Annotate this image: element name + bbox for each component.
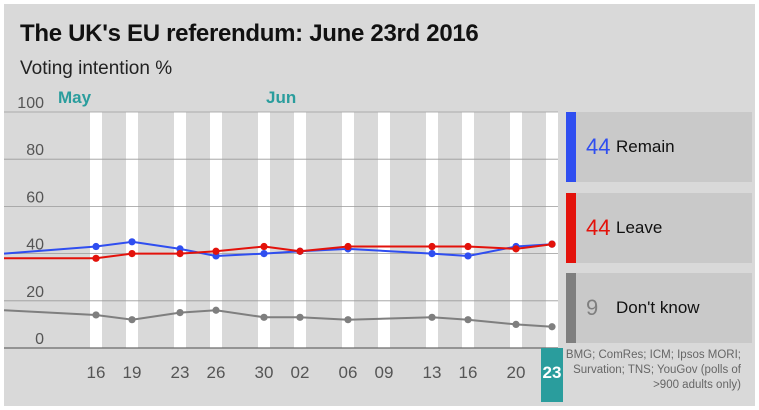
data-point-don-t-know bbox=[260, 313, 268, 321]
x-tick-label: 20 bbox=[507, 363, 526, 382]
data-point-leave bbox=[296, 247, 304, 255]
data-point-leave bbox=[212, 247, 220, 255]
x-tick-highlight bbox=[541, 348, 563, 402]
legend-value-leave: 44 bbox=[586, 215, 611, 240]
source-note: BMG; ComRes; ICM; Ipsos MORI; Survation;… bbox=[565, 349, 741, 391]
week-stripe bbox=[258, 112, 270, 348]
data-point-remain bbox=[260, 250, 268, 258]
data-point-remain bbox=[464, 252, 472, 260]
data-point-don-t-know bbox=[212, 306, 220, 314]
week-stripe bbox=[90, 112, 102, 348]
data-point-leave bbox=[512, 245, 520, 253]
data-point-don-t-know bbox=[128, 316, 136, 324]
data-point-don-t-know bbox=[464, 316, 472, 324]
data-point-don-t-know bbox=[296, 313, 304, 321]
legend-swatch-dont-know bbox=[566, 273, 576, 343]
data-point-leave bbox=[344, 242, 352, 251]
y-tick-label: 40 bbox=[26, 237, 44, 254]
x-tick-label: 09 bbox=[375, 363, 394, 382]
legend-value-dont-know: 9 bbox=[586, 295, 599, 320]
x-tick-label: 06 bbox=[339, 363, 358, 382]
legend-swatch-remain bbox=[566, 112, 576, 182]
chart-subtitle: Voting intention % bbox=[20, 58, 173, 79]
data-point-remain bbox=[128, 238, 136, 246]
plot-area: 0 20 40 60 80 100 16 19 23 26 30 02 06 09 13 16 20 23 bbox=[4, 95, 563, 402]
data-point-remain bbox=[92, 242, 100, 251]
x-tick-label: 26 bbox=[207, 363, 226, 382]
data-point-leave bbox=[428, 242, 436, 251]
data-point-don-t-know bbox=[344, 316, 352, 324]
legend-value-remain: 44 bbox=[586, 134, 611, 159]
month-label-may: May bbox=[58, 88, 92, 107]
series-line-leave bbox=[4, 243, 553, 260]
x-tick-label: 30 bbox=[255, 363, 274, 382]
y-tick-label: 80 bbox=[26, 142, 44, 159]
data-point-don-t-know bbox=[512, 320, 520, 328]
legend-item-remain: 44 Remain bbox=[566, 112, 752, 182]
legend-label-remain: Remain bbox=[616, 137, 675, 156]
chart-title: The UK's EU referendum: June 23rd 2016 bbox=[20, 20, 479, 47]
data-point-leave bbox=[260, 242, 268, 251]
data-point-don-t-know bbox=[548, 323, 556, 331]
x-tick-label: 16 bbox=[459, 363, 478, 382]
week-stripe bbox=[378, 112, 390, 348]
series-line-don-t-know bbox=[4, 309, 553, 328]
week-stripe bbox=[210, 112, 222, 348]
data-point-leave bbox=[548, 240, 556, 248]
x-tick-label: 13 bbox=[423, 363, 442, 382]
x-tick-label: 23 bbox=[543, 363, 562, 382]
month-label-jun: Jun bbox=[266, 88, 297, 107]
week-stripe bbox=[294, 112, 306, 348]
chart-card: The UK's EU referendum: June 23rd 2016 V… bbox=[4, 4, 755, 406]
y-tick-label: 100 bbox=[17, 95, 44, 112]
legend-item-leave: 44 Leave bbox=[566, 193, 752, 263]
week-stripe bbox=[426, 112, 438, 348]
data-point-don-t-know bbox=[176, 309, 184, 317]
data-point-leave bbox=[92, 254, 100, 262]
week-stripe bbox=[126, 112, 138, 348]
legend-item-dont-know: 9 Don't know bbox=[566, 273, 752, 343]
data-point-remain bbox=[428, 250, 436, 258]
week-stripe bbox=[462, 112, 474, 348]
data-point-leave bbox=[464, 242, 472, 251]
legend-label-leave: Leave bbox=[616, 218, 663, 237]
x-tick-label: 19 bbox=[123, 363, 142, 382]
week-stripe bbox=[546, 112, 558, 348]
legend-label-dont-know: Don't know bbox=[616, 298, 700, 317]
week-stripe bbox=[510, 112, 522, 348]
y-tick-label: 0 bbox=[35, 331, 44, 348]
series-line-remain bbox=[4, 240, 553, 257]
legend-swatch-leave bbox=[566, 193, 576, 263]
y-tick-label: 20 bbox=[26, 284, 44, 301]
data-point-don-t-know bbox=[428, 313, 436, 321]
y-tick-label: 60 bbox=[26, 189, 44, 206]
week-stripe bbox=[174, 112, 186, 348]
data-point-leave bbox=[176, 250, 184, 258]
x-tick-label: 02 bbox=[291, 363, 310, 382]
data-point-leave bbox=[128, 250, 136, 258]
data-point-don-t-know bbox=[92, 311, 100, 319]
x-tick-label: 16 bbox=[87, 363, 106, 382]
x-tick-label: 23 bbox=[171, 363, 190, 382]
week-stripe bbox=[342, 112, 354, 348]
